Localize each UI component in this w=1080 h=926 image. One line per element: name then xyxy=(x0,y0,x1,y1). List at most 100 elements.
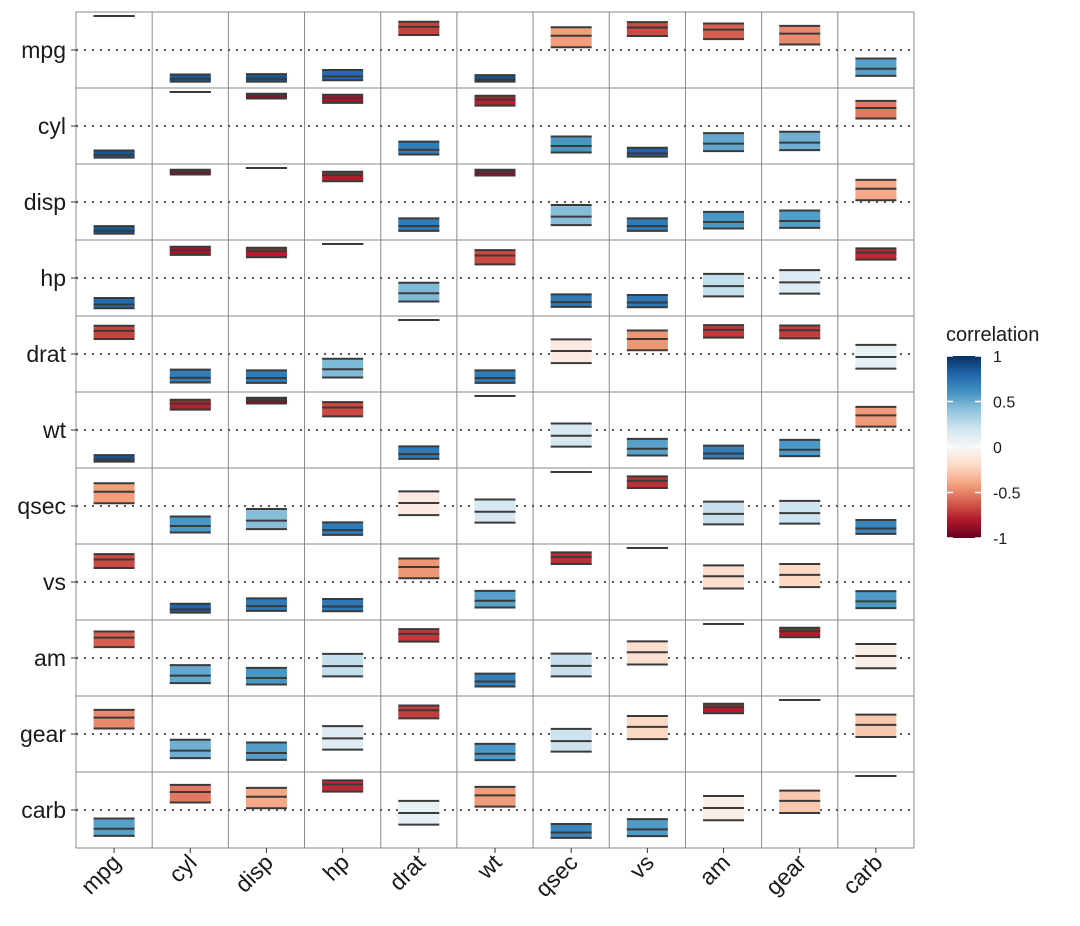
cell-carb-gear xyxy=(779,789,821,815)
legend-title: correlation xyxy=(946,324,1039,346)
ci-band xyxy=(169,516,211,533)
cell-drat-mpg xyxy=(93,324,135,341)
x-tick-label: qsec xyxy=(530,849,583,902)
cell-hp-mpg xyxy=(93,297,135,310)
cell-mpg-vs xyxy=(626,21,668,38)
cell-drat-hp xyxy=(322,357,364,379)
ci-band xyxy=(322,522,364,535)
cell-disp-gear xyxy=(779,209,821,229)
x-tick-label: drat xyxy=(384,849,431,896)
ci-band xyxy=(398,141,440,155)
cell-qsec-mpg xyxy=(93,482,135,505)
cell-carb-vs xyxy=(626,818,668,838)
cell-am-drat xyxy=(398,628,440,643)
y-tick-label: hp xyxy=(40,265,66,291)
cell-drat-cyl xyxy=(169,368,211,384)
ci-band xyxy=(626,218,668,231)
cell-qsec-qsec xyxy=(550,471,592,473)
cell-cyl-disp xyxy=(245,92,287,100)
cell-gear-wt xyxy=(474,742,516,762)
cell-qsec-drat xyxy=(398,490,440,517)
cell-vs-wt xyxy=(474,589,516,609)
ci-band xyxy=(703,211,745,229)
cell-drat-gear xyxy=(779,324,821,340)
cell-gear-am xyxy=(703,702,745,715)
y-tick-label: qsec xyxy=(17,493,66,519)
x-tick-label: gear xyxy=(760,849,811,900)
cell-drat-drat xyxy=(398,319,440,321)
ci-band xyxy=(855,519,897,534)
ci-band xyxy=(779,790,821,814)
cell-wt-vs xyxy=(626,437,668,457)
cell-drat-carb xyxy=(855,343,897,370)
ci-band xyxy=(703,23,745,40)
cell-wt-drat xyxy=(398,445,440,460)
ci-band xyxy=(93,325,135,340)
y-tick-label: mpg xyxy=(21,37,66,63)
cell-gear-hp xyxy=(322,725,364,751)
x-tick-label: mpg xyxy=(76,849,126,899)
cell-drat-am xyxy=(703,324,745,339)
cell-disp-disp xyxy=(245,167,287,169)
cell-hp-am xyxy=(703,272,745,298)
ci-band xyxy=(855,714,897,738)
cell-qsec-hp xyxy=(322,521,364,536)
x-tick-label: hp xyxy=(318,849,354,885)
cell-mpg-disp xyxy=(245,73,287,83)
ci-band xyxy=(398,558,440,579)
ci-band xyxy=(245,742,287,760)
ci-band xyxy=(398,282,440,302)
y-tick-label: drat xyxy=(26,341,66,367)
ci-band xyxy=(779,325,821,339)
cell-carb-cyl xyxy=(169,783,211,804)
legend-tick-label: 0.5 xyxy=(993,395,1015,412)
cell-cyl-cyl xyxy=(169,91,211,93)
cell-hp-drat xyxy=(398,281,440,303)
ci-band xyxy=(626,330,668,351)
cell-am-disp xyxy=(245,666,287,686)
ci-band xyxy=(398,629,440,642)
ci-band xyxy=(93,455,135,462)
ci-band xyxy=(779,25,821,45)
y-tick-label: disp xyxy=(24,189,66,215)
cell-vs-gear xyxy=(779,562,821,589)
cell-gear-disp xyxy=(245,741,287,761)
ci-band xyxy=(245,667,287,685)
ci-band xyxy=(169,399,211,410)
cell-gear-qsec xyxy=(550,727,592,753)
cell-am-gear xyxy=(779,626,821,639)
cell-disp-wt xyxy=(474,168,516,177)
cell-cyl-gear xyxy=(779,130,821,152)
cell-wt-wt xyxy=(474,395,516,397)
cell-am-cyl xyxy=(169,664,211,685)
cell-carb-hp xyxy=(322,779,364,793)
ci-band xyxy=(398,705,440,719)
cell-drat-qsec xyxy=(550,338,592,365)
ci-band xyxy=(322,70,364,81)
ci-band xyxy=(245,787,287,809)
ci-band xyxy=(169,739,211,759)
cell-hp-wt xyxy=(474,249,516,266)
cell-wt-cyl xyxy=(169,398,211,411)
ci-band xyxy=(322,171,364,182)
cell-qsec-vs xyxy=(626,475,668,489)
ci-band xyxy=(855,406,897,427)
cell-hp-gear xyxy=(779,269,821,295)
cell-wt-hp xyxy=(322,401,364,418)
legend-tick-label: 1 xyxy=(993,349,1002,366)
ci-band xyxy=(626,22,668,37)
ci-band xyxy=(474,673,516,687)
cell-vs-vs xyxy=(626,547,668,549)
ci-band xyxy=(855,179,897,201)
y-tick-label: gear xyxy=(20,721,66,747)
cell-carb-disp xyxy=(245,786,287,810)
ci-band xyxy=(474,370,516,383)
cell-vs-carb xyxy=(855,590,897,610)
cell-cyl-hp xyxy=(322,93,364,104)
cell-wt-gear xyxy=(779,438,821,458)
cell-disp-mpg xyxy=(93,225,135,235)
x-tick-label: disp xyxy=(230,849,278,897)
cell-wt-carb xyxy=(855,405,897,428)
ci-band xyxy=(245,247,287,258)
cell-carb-mpg xyxy=(93,817,135,837)
